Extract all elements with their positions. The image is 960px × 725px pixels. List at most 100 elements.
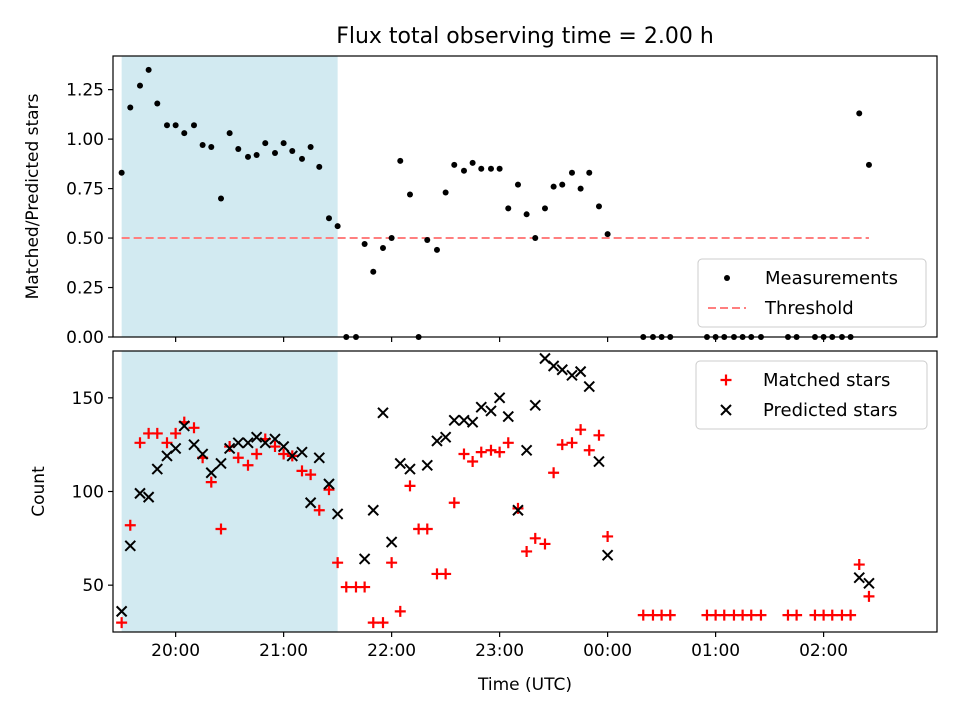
data-point [404, 480, 416, 492]
data-point [298, 155, 305, 162]
data-point [196, 448, 209, 460]
y-tick-label: 50 [82, 576, 104, 596]
data-point [307, 144, 314, 151]
data-point [278, 448, 290, 460]
data-point [325, 215, 332, 222]
data-point [863, 590, 875, 602]
data-point [259, 437, 271, 449]
data-point [458, 448, 470, 460]
data-point [539, 538, 551, 550]
data-point [577, 185, 584, 192]
data-point [269, 441, 281, 453]
data-point [289, 147, 296, 154]
data-point [448, 497, 460, 509]
data-point [556, 439, 568, 451]
legend: Measurements Threshold [697, 258, 927, 328]
data-point [205, 476, 217, 488]
data-point [604, 231, 611, 238]
data-point [493, 392, 506, 404]
data-point [664, 609, 676, 621]
data-point [487, 165, 494, 172]
y-tick-label: 1.25 [66, 81, 104, 101]
data-point [755, 609, 767, 621]
data-point [583, 444, 595, 456]
chart-title: Flux total observing time = 2.00 h [336, 24, 714, 49]
data-point [469, 159, 476, 166]
data-point [172, 122, 179, 129]
data-point [467, 456, 479, 468]
data-point [178, 420, 190, 432]
data-point [367, 504, 379, 516]
axes-frame [112, 55, 938, 338]
data-point [574, 365, 587, 378]
data-point [556, 364, 568, 376]
data-point [496, 165, 503, 172]
data-point [331, 508, 344, 520]
data-point [394, 605, 406, 617]
data-point [865, 161, 872, 168]
x-tick-label: 20:00 [151, 641, 200, 661]
data-point [199, 142, 206, 149]
data-point [442, 189, 449, 196]
top-panel: 0.00 0.25 0.50 0.75 1.00 1.25 Matched/Predicte… [23, 24, 938, 348]
data-point [296, 465, 308, 477]
data-point [226, 130, 233, 137]
data-point [323, 484, 335, 496]
y-tick-label: 0.25 [66, 279, 104, 299]
data-point [262, 140, 269, 147]
data-point [232, 452, 244, 464]
data-point [458, 414, 470, 427]
data-point [332, 557, 344, 569]
legend-marker-measurements [724, 275, 730, 281]
data-point [502, 437, 514, 449]
data-point [277, 440, 290, 453]
data-point [205, 467, 217, 479]
data-point [242, 437, 254, 449]
data-point [217, 195, 224, 202]
data-point [568, 169, 575, 176]
legend-box [697, 258, 927, 328]
data-point [532, 235, 539, 242]
shaded-span [121, 56, 338, 337]
data-point [529, 532, 541, 544]
data-point [116, 617, 128, 629]
data-point [280, 140, 287, 147]
data-point [466, 416, 479, 428]
x-tick-label: 01:00 [691, 641, 740, 661]
data-point [388, 235, 395, 242]
x-axis-label: Time (UTC) [477, 675, 572, 695]
x-tick-label: 22:00 [367, 641, 416, 661]
legend: Matched stars Predicted stars [695, 360, 928, 430]
data-point [478, 165, 485, 172]
data-point [494, 446, 506, 458]
data-point [397, 157, 404, 164]
data-point [359, 581, 371, 593]
data-point [250, 431, 263, 443]
data-point [566, 437, 578, 449]
y-axis-label: Matched/Predicted stars [23, 93, 43, 299]
data-point [251, 448, 263, 460]
data-point [385, 536, 398, 548]
data-point [502, 410, 514, 423]
y-tick-label: 0.00 [66, 328, 104, 348]
data-point [595, 203, 602, 210]
data-point [169, 442, 182, 455]
data-point [215, 523, 227, 535]
data-point [602, 530, 614, 542]
data-point [334, 223, 341, 230]
data-point [439, 431, 452, 443]
data-point [305, 469, 317, 481]
data-point [440, 568, 452, 580]
data-point [190, 122, 197, 129]
data-point [451, 161, 458, 168]
data-point [394, 457, 406, 470]
data-point [863, 577, 875, 590]
data-point [377, 617, 389, 629]
data-point [118, 169, 125, 176]
data-point [124, 540, 136, 552]
data-point [188, 422, 200, 434]
data-point [521, 545, 533, 557]
data-point [136, 82, 143, 89]
shaded-span [121, 351, 338, 632]
